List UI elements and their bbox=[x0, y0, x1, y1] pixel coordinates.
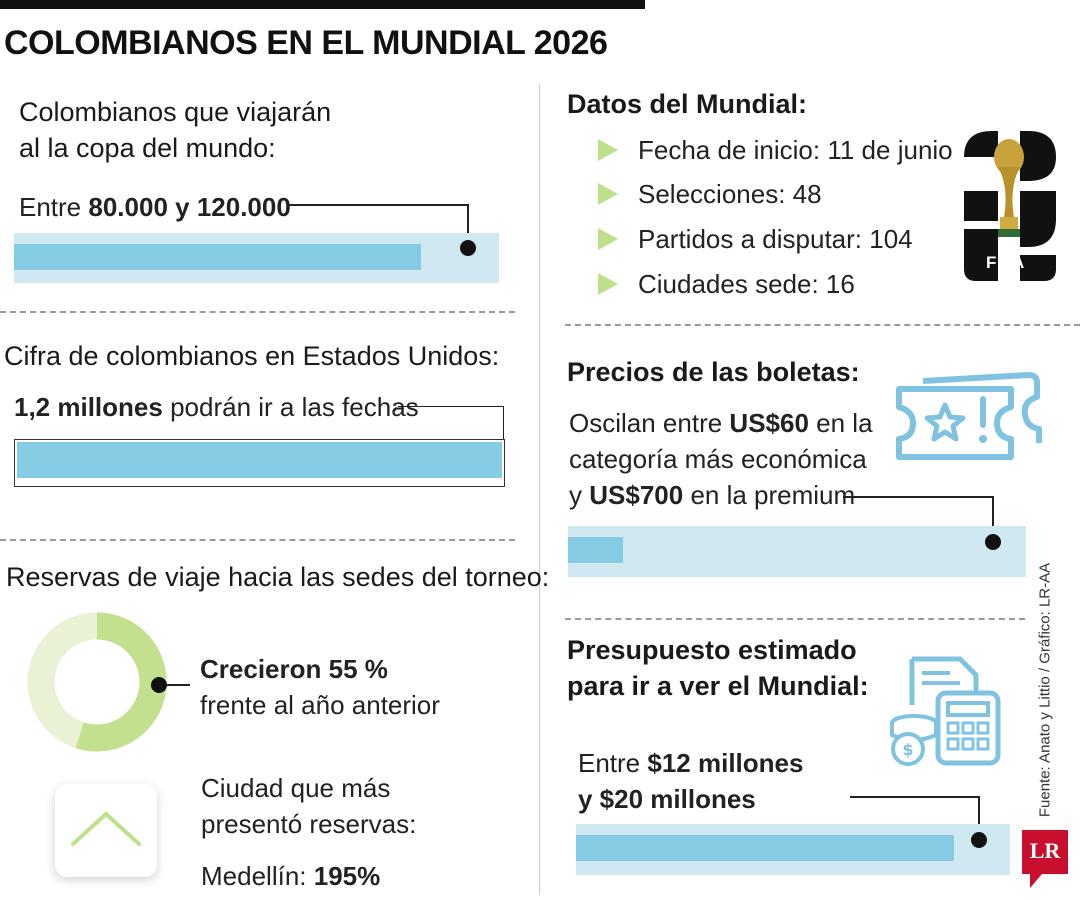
fact-label: Partidos a disputar: bbox=[638, 224, 863, 254]
tickets-max-price: US$700 bbox=[589, 480, 684, 510]
lr-brand-logo: LR bbox=[1022, 830, 1068, 888]
budget-line1-prefix: Entre bbox=[578, 748, 641, 778]
lr-brand-text: LR bbox=[1029, 838, 1061, 863]
triangle-bullet-icon bbox=[598, 228, 618, 250]
city-value: Medellín: 195% bbox=[201, 858, 380, 894]
budget-line1: Entre $12 millones bbox=[578, 745, 803, 781]
growth-text: frente al año anterior bbox=[200, 690, 440, 720]
fact-label: Selecciones: bbox=[638, 179, 786, 209]
fact-value: 48 bbox=[792, 179, 822, 209]
tickets-line3-suffix: en la premium bbox=[690, 480, 856, 510]
travelers-heading-line2: al la copa del mundo: bbox=[19, 133, 276, 163]
lr-badge-shape bbox=[1022, 830, 1068, 888]
chevron-up-icon bbox=[71, 812, 141, 846]
divider-3 bbox=[565, 324, 1080, 326]
city-heading-line2: presentó reservas: bbox=[201, 809, 417, 839]
fact-value: 104 bbox=[869, 224, 913, 254]
travelers-dot bbox=[460, 240, 476, 256]
budget-dot bbox=[971, 832, 987, 848]
calculator-budget-icon: $ bbox=[890, 656, 1001, 766]
travelers-leader-h bbox=[288, 204, 469, 206]
budget-leader-h bbox=[850, 796, 980, 798]
tickets-bar bbox=[568, 526, 1026, 577]
column-divider bbox=[539, 85, 540, 895]
tickets-line1: Oscilan entre US$60 en la bbox=[569, 405, 873, 441]
world-cup-26-logo bbox=[964, 131, 1056, 281]
divider-1 bbox=[0, 311, 515, 313]
tickets-heading: Precios de las boletas: bbox=[567, 357, 860, 387]
tickets-line3: y US$700 en la premium bbox=[569, 477, 855, 513]
travelers-heading-line1: Colombianos que viajarán bbox=[19, 97, 332, 127]
budget-bar bbox=[576, 824, 1010, 875]
top-rule bbox=[0, 0, 645, 9]
city-heading-line1: Ciudad que más bbox=[201, 773, 391, 803]
fifa-logo: FIFA bbox=[958, 127, 1060, 285]
budget-heading-line2: para ir a ver el Mundial: bbox=[567, 671, 869, 701]
usa-heading: Cifra de colombianos en Estados Unidos: bbox=[4, 341, 500, 371]
source-text: Fuente: Anato y Littio / Gráfico: LR-AA bbox=[1036, 562, 1054, 818]
city-value-number: 195% bbox=[313, 861, 381, 891]
usa-value-number: 1,2 millones bbox=[14, 392, 163, 422]
fact-row: Partidos a disputar: 104 bbox=[598, 221, 938, 257]
city-arrow-card bbox=[55, 784, 157, 877]
fact-value: 11 de junio bbox=[827, 135, 953, 165]
tickets-leader-v bbox=[992, 496, 994, 540]
divider-4 bbox=[565, 618, 1025, 620]
travelers-bar-fill bbox=[14, 244, 421, 270]
mundial-heading: Datos del Mundial: bbox=[567, 89, 808, 119]
travelers-leader-v bbox=[467, 204, 469, 244]
donut-growth-arc bbox=[75, 612, 167, 752]
travelers-value: Entre 80.000 y 120.000 bbox=[19, 189, 291, 225]
fact-value: 16 bbox=[825, 269, 855, 299]
tickets-line2: categoría más económica bbox=[569, 444, 867, 474]
bookings-heading: Reservas de viaje hacia las sedes del to… bbox=[6, 562, 550, 592]
budget-heading-line1: Presupuesto estimado bbox=[567, 635, 857, 665]
tickets-line3-prefix: y bbox=[569, 480, 582, 510]
growth-leader bbox=[160, 684, 190, 686]
tickets-line1-prefix: Oscilan entre bbox=[569, 408, 723, 438]
tickets-leader-h bbox=[843, 496, 994, 498]
tickets-dot bbox=[985, 534, 1001, 550]
fact-row: Ciudades sede: 16 bbox=[598, 266, 938, 302]
page-title: COLOMBIANOS EN EL MUNDIAL 2026 bbox=[4, 24, 608, 62]
usa-leader-h bbox=[398, 406, 504, 407]
travelers-bar bbox=[14, 233, 499, 283]
usa-suffix: podrán ir a las fechas bbox=[170, 392, 419, 422]
usa-bar-fill bbox=[17, 442, 502, 478]
ticket-icon bbox=[896, 372, 1042, 460]
triangle-bullet-icon bbox=[598, 273, 618, 295]
travelers-prefix: Entre bbox=[19, 192, 82, 222]
budget-leader-v bbox=[978, 796, 980, 840]
budget-bar-fill bbox=[576, 835, 954, 861]
growth-donut bbox=[27, 612, 167, 752]
fact-text: Partidos a disputar: 104 bbox=[638, 221, 913, 257]
fact-text: Fecha de inicio: 11 de junio bbox=[638, 132, 953, 168]
fact-row: Selecciones: 48 bbox=[598, 176, 938, 212]
budget-line2: y $20 millones bbox=[578, 784, 756, 814]
usa-value: 1,2 millones podrán ir a las fechas bbox=[14, 389, 419, 425]
fact-label: Fecha de inicio: bbox=[638, 135, 821, 165]
divider-2 bbox=[0, 539, 515, 541]
usa-leader-v bbox=[503, 406, 504, 444]
tickets-line1-suffix: en la bbox=[816, 408, 873, 438]
fact-label: Ciudades sede: bbox=[638, 269, 819, 299]
tickets-bar-fill bbox=[568, 537, 623, 563]
growth-dot bbox=[151, 677, 167, 693]
travelers-range: 80.000 y 120.000 bbox=[88, 192, 291, 222]
fact-text: Ciudades sede: 16 bbox=[638, 266, 855, 302]
city-prefix: Medellín: bbox=[201, 861, 307, 891]
triangle-bullet-icon bbox=[598, 183, 618, 205]
svg-text:$: $ bbox=[902, 740, 913, 759]
triangle-bullet-icon bbox=[598, 139, 618, 161]
usa-bar bbox=[14, 439, 505, 487]
fact-row: Fecha de inicio: 11 de junio bbox=[598, 132, 953, 168]
tickets-min-price: US$60 bbox=[729, 408, 809, 438]
fifa-logo-text: FIFA bbox=[986, 253, 1025, 272]
budget-min: $12 millones bbox=[647, 748, 804, 778]
fact-text: Selecciones: 48 bbox=[638, 176, 822, 212]
source-wrapper: Fuente: Anato y Littio / Gráfico: LR-AA bbox=[1030, 560, 1060, 820]
growth-value: Crecieron 55 % bbox=[200, 654, 388, 684]
